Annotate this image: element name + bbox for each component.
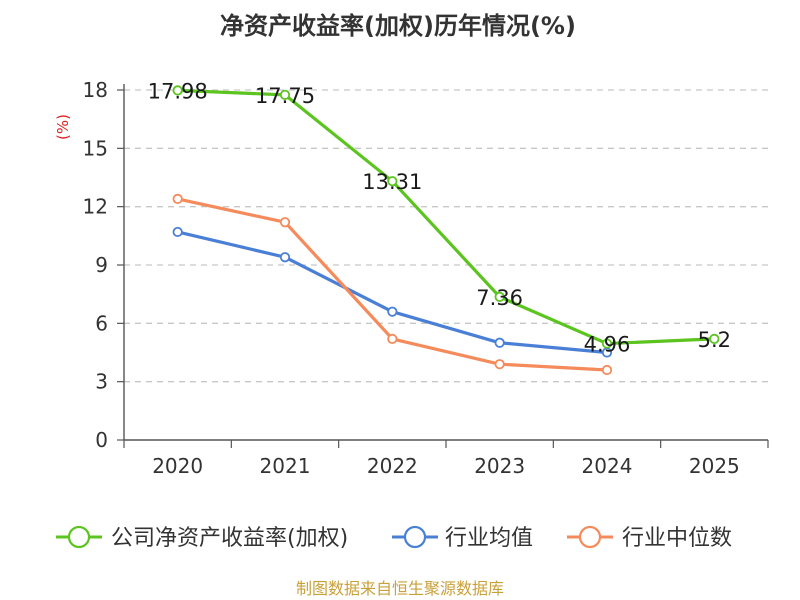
series-point [494, 337, 505, 348]
data-label: 7.36 [476, 286, 523, 310]
series-point [601, 364, 613, 376]
source-note: 制图数据来自恒生聚源数据库 [296, 579, 504, 598]
legend-marker [67, 525, 91, 549]
y-tick-label: 0 [95, 428, 108, 452]
series-point [279, 252, 291, 263]
chart-title: 净资产收益率(加权)历年情况(%) [220, 12, 576, 40]
series-point [279, 89, 291, 100]
legend-label: 行业均值 [445, 526, 533, 551]
series-line [176, 88, 716, 346]
y-tick-label: 15 [83, 136, 108, 160]
legend-marker [578, 525, 602, 549]
y-tick-label: 9 [95, 253, 108, 277]
x-tick-label: 2022 [367, 454, 418, 478]
data-label: 13.31 [362, 170, 422, 194]
axes [117, 84, 769, 448]
y-tick-label: 18 [83, 78, 108, 102]
series-point [494, 359, 505, 370]
data-label: 17.75 [255, 84, 315, 108]
series-point [387, 176, 398, 187]
y-tick-label: 6 [95, 311, 108, 335]
x-tick-label: 2020 [152, 454, 203, 478]
series-point [709, 333, 720, 344]
x-tick-labels: 2020 2021 2022 2023 2024 2025 [152, 454, 740, 478]
legend-label: 行业中位数 [622, 526, 732, 551]
y-tick-labels: 0 3 6 9 12 15 18 [83, 78, 108, 452]
series-point [601, 338, 613, 349]
legend-label: 公司净资产收益率(加权) [111, 526, 348, 551]
data-labels: 17.98 17.75 13.31 7.36 4.96 5.2 [148, 79, 731, 356]
series-point [172, 193, 183, 204]
legend: 公司净资产收益率(加权) 行业均值 行业中位数 [56, 525, 732, 551]
x-tick-label: 2023 [474, 454, 525, 478]
series-point [279, 217, 291, 228]
x-tick-label: 2025 [689, 454, 740, 478]
gridlines [124, 89, 768, 383]
series-point [172, 226, 183, 238]
y-tick-label: 3 [95, 370, 108, 394]
legend-marker [403, 525, 427, 549]
y-axis-label: (%) [54, 114, 72, 140]
y-tick-label: 12 [83, 195, 108, 219]
series-point [172, 85, 183, 96]
series-group [172, 85, 720, 376]
x-tick-label: 2024 [582, 454, 633, 478]
data-label: 5.2 [698, 328, 731, 352]
data-label: 17.98 [148, 79, 208, 103]
x-tick-label: 2021 [260, 454, 311, 478]
series-point [387, 333, 398, 344]
data-label: 4.96 [584, 333, 631, 357]
series-point [494, 291, 505, 302]
series-point [387, 306, 398, 317]
series-line [176, 197, 609, 372]
